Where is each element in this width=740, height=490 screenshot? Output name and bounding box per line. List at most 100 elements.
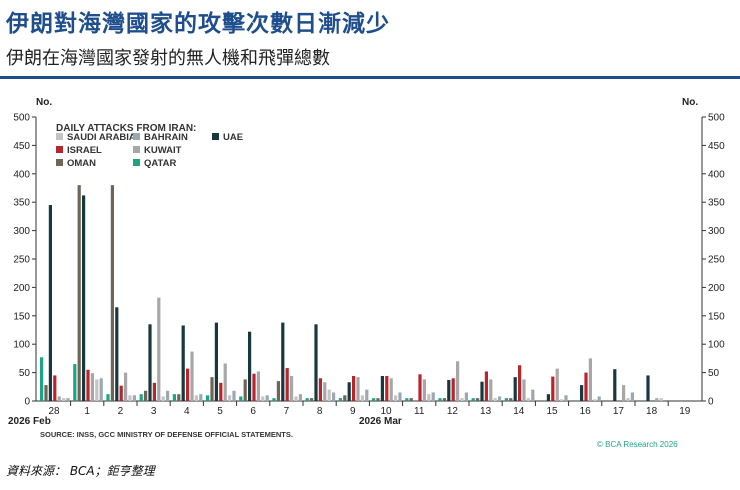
attacks-bar-chart: No. No. 0 0 50 50 100 100 150 150 200 200 250 250 30… xyxy=(8,97,725,449)
y-tick-label-right: 350 xyxy=(708,198,725,209)
bar-uae xyxy=(214,322,218,401)
bar-uae xyxy=(281,322,285,401)
bar-bahrain xyxy=(332,392,336,401)
bar-qatar xyxy=(338,398,342,401)
bar-uae xyxy=(48,205,52,401)
source-note: SOURCE: INSS, GCC MINISTRY OF DEFENSE OF… xyxy=(40,430,293,439)
bar-israel xyxy=(285,368,289,401)
bar-bahrain xyxy=(99,378,103,401)
bar-saudi-arabia xyxy=(95,379,99,401)
bar-bahrain xyxy=(464,392,468,401)
y-tick-label-right: 200 xyxy=(708,283,725,294)
bar-bahrain xyxy=(597,396,601,401)
bar-uae xyxy=(248,331,252,401)
bar-oman xyxy=(376,398,380,401)
bar-israel xyxy=(584,372,588,401)
bar-israel xyxy=(252,373,256,401)
legend-entry: KUWAIT xyxy=(144,145,182,156)
x-tick-label: 8 xyxy=(317,406,323,417)
y-tick-label-right: 150 xyxy=(708,311,725,322)
legend-swatch xyxy=(133,159,140,166)
legend-entry: OMAN xyxy=(67,158,96,169)
bar-uae xyxy=(115,307,119,401)
bar-oman xyxy=(442,398,446,401)
bar-oman xyxy=(210,377,214,401)
bar-saudi-arabia xyxy=(128,395,132,401)
bar-qatar xyxy=(372,398,376,401)
bar-saudi-arabia xyxy=(659,398,663,401)
bar-saudi-arabia xyxy=(261,396,265,401)
bar-israel xyxy=(152,382,156,401)
bar-qatar xyxy=(305,398,309,401)
x-tick-label: 9 xyxy=(350,406,356,417)
bar-saudi-arabia xyxy=(360,395,364,401)
bar-israel xyxy=(518,365,522,401)
x-tick-label: 14 xyxy=(513,406,525,417)
bar-israel xyxy=(219,382,223,401)
bar-israel xyxy=(186,368,190,401)
bar-saudi-arabia xyxy=(427,394,431,401)
bar-qatar xyxy=(438,398,442,401)
bar-saudi-arabia xyxy=(493,398,497,401)
x-tick-label: 16 xyxy=(580,406,592,417)
bar-kuwait xyxy=(223,363,227,401)
bar-saudi-arabia xyxy=(526,398,530,401)
bar-kuwait xyxy=(256,371,260,401)
bar-israel xyxy=(318,378,322,401)
bar-uae xyxy=(513,377,517,401)
bar-uae xyxy=(347,382,351,401)
x-tick-label: 12 xyxy=(447,406,459,417)
bar-oman xyxy=(44,385,48,401)
bar-kuwait xyxy=(57,396,61,401)
bar-saudi-arabia xyxy=(62,398,66,401)
y-tick-label-right: 300 xyxy=(708,226,725,237)
bar-uae xyxy=(580,385,584,401)
bar-uae xyxy=(148,324,152,401)
bar-uae xyxy=(546,394,550,401)
legend-entry: UAE xyxy=(223,132,243,143)
legend-swatch xyxy=(133,146,140,153)
bar-qatar xyxy=(40,357,44,401)
bar-bahrain xyxy=(232,390,236,401)
x-tick-label: 13 xyxy=(480,406,492,417)
y-tick-label-left: 200 xyxy=(13,283,30,294)
copyright-note: © BCA Research 2026 xyxy=(597,440,678,449)
y-axis-label-right: No. xyxy=(682,97,698,108)
header-divider xyxy=(0,76,740,79)
bar-bahrain xyxy=(166,390,170,401)
x-tick-label: 15 xyxy=(546,406,558,417)
y-tick-label-left: 50 xyxy=(19,368,31,379)
bar-qatar xyxy=(272,398,276,401)
y-tick-label-left: 500 xyxy=(13,113,30,124)
legend-swatch xyxy=(133,133,140,140)
legend-entry: QATAR xyxy=(144,158,177,169)
legend-swatch xyxy=(56,133,63,140)
bar-israel xyxy=(86,369,90,401)
y-axis-label-left: No. xyxy=(36,97,52,108)
x-tick-label: 28 xyxy=(48,406,60,417)
legend-entry: BAHRAIN xyxy=(144,132,188,143)
bar-saudi-arabia xyxy=(161,396,165,401)
bar-bahrain xyxy=(630,392,634,401)
month-label-mar: 2026 Mar xyxy=(359,416,402,427)
legend-entry: SAUDI ARABIA xyxy=(67,132,136,143)
y-tick-label-left: 0 xyxy=(24,397,30,408)
y-tick-label-right: 450 xyxy=(708,141,725,152)
bar-oman xyxy=(343,395,347,401)
headline: 伊朗對海灣國家的攻擊次數日漸減少 xyxy=(6,11,390,37)
bar-kuwait xyxy=(555,368,559,401)
bar-kuwait xyxy=(622,385,626,401)
x-tick-label: 19 xyxy=(679,406,691,417)
bar-bahrain xyxy=(132,395,136,401)
bar-saudi-arabia xyxy=(593,399,597,401)
bar-qatar xyxy=(504,398,508,401)
bar-oman xyxy=(177,394,181,401)
bar-kuwait xyxy=(157,297,161,401)
bar-kuwait xyxy=(356,377,360,401)
x-tick-label: 17 xyxy=(613,406,625,417)
source-credit: 資料來源： BCA；鉅亨整理 xyxy=(6,464,155,478)
subheadline: 伊朗在海灣國家發射的無人機和飛彈總數 xyxy=(6,48,330,69)
chart-panel: No. No. 0 0 50 50 100 100 150 150 200 200 250 250 30… xyxy=(0,88,740,468)
bar-israel xyxy=(352,376,356,401)
legend-swatch xyxy=(56,159,63,166)
